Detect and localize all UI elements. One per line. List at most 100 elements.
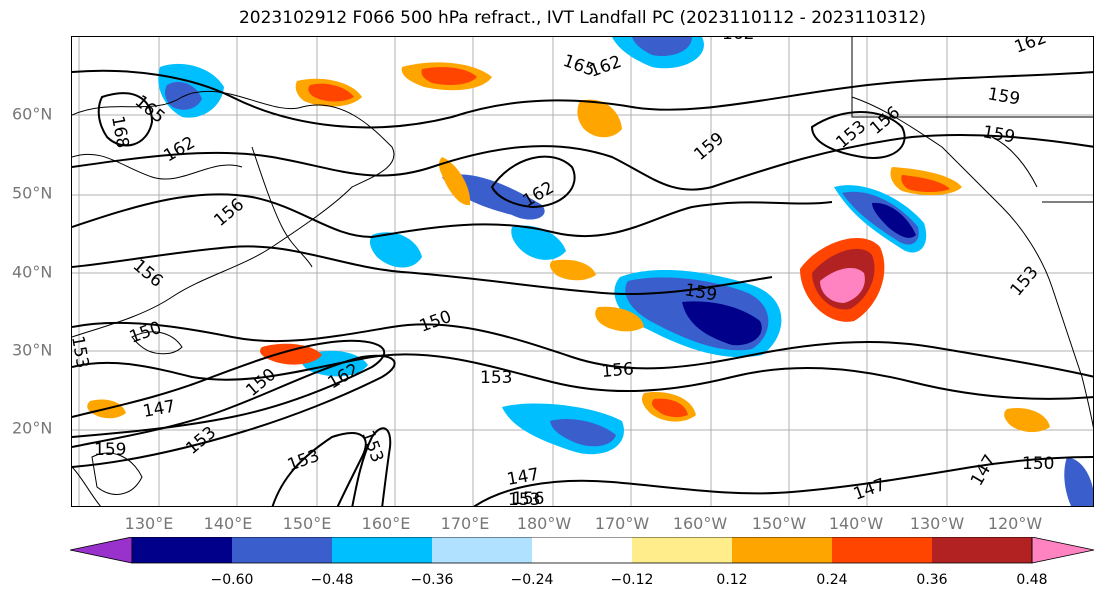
positive-anomaly-region [308, 83, 354, 102]
longitude-label: 170°W [594, 514, 650, 533]
contour-label: 153 [1007, 262, 1043, 300]
positive-anomaly-region [421, 67, 477, 85]
colorbar-segment [832, 537, 932, 563]
colorbar-tick-label: 0.24 [816, 572, 848, 588]
latitude-label: 20°N [12, 418, 53, 438]
positive-anomaly-region [260, 343, 322, 365]
latitude-label: 50°N [12, 183, 53, 203]
colorbar-segment [932, 537, 1032, 563]
contour-label: 153 [508, 490, 540, 507]
negative-anomaly-region [872, 202, 916, 238]
contour-label: 156 [601, 359, 635, 382]
negative-anomaly-region [442, 174, 545, 220]
colorbar-segment [232, 537, 332, 563]
positive-anomaly-region [901, 175, 950, 192]
longitude-label: 160°E [361, 514, 411, 533]
contour-label: 150 [242, 365, 280, 401]
colorbar-extend-min [70, 537, 133, 564]
colorbar-extend-max [1031, 537, 1095, 564]
contour-label: 156 [129, 256, 167, 292]
colorbar-tick-label: 0.36 [916, 572, 948, 588]
negative-anomaly-region [369, 232, 422, 268]
colorbar-tick-label: −0.24 [510, 572, 554, 588]
positive-anomaly-region [577, 99, 622, 138]
colorbar-segment [432, 537, 532, 563]
contour-line [72, 69, 1093, 129]
latitude-label: 40°N [12, 262, 53, 282]
chart-title: 2023102912 F066 500 hPa refract., IVT La… [238, 8, 926, 28]
contour-line [72, 354, 396, 468]
colorbar-segment [332, 537, 432, 563]
longitude-label: 130°W [909, 514, 965, 533]
coastlines [72, 37, 1093, 506]
longitude-label: 140°W [828, 514, 884, 533]
contour-label: 162 [1012, 37, 1049, 58]
negative-anomaly-region [632, 37, 692, 57]
latitude-label: 30°N [12, 340, 53, 360]
colorbar-frame [131, 537, 1033, 564]
contour-label: 153 [480, 368, 512, 388]
contour-line [473, 456, 1093, 506]
positive-anomaly-region [820, 267, 865, 303]
longitude-label: 180°W [516, 514, 572, 533]
colorbar-tick-label: −0.12 [610, 572, 654, 588]
contour-label: 156 [210, 195, 248, 231]
longitude-label: 140°E [203, 514, 253, 533]
contour-label: 159 [690, 129, 728, 165]
negative-anomaly-region [550, 418, 616, 447]
longitude-label: 150°E [282, 514, 332, 533]
contour-line [810, 111, 906, 159]
contour-label: 162 [161, 133, 199, 167]
longitude-label: 150°W [751, 514, 807, 533]
contour-label: 150 [1022, 454, 1054, 474]
colorbar-segment [132, 537, 232, 563]
contour-label: 159 [986, 84, 1021, 109]
positive-anomaly-region [549, 259, 596, 281]
contour-line [490, 155, 576, 209]
contour-label: 156 [512, 489, 544, 507]
colorbar-segment [732, 537, 832, 563]
contour-line [271, 432, 367, 506]
contour-label: 153 [72, 334, 92, 369]
colorbar-tick-label: −0.48 [310, 572, 354, 588]
contour-label: 168 [107, 114, 132, 149]
positive-anomaly-region [439, 157, 471, 206]
contour-line [72, 353, 1093, 400]
contour-label: 162 [722, 37, 754, 44]
contour-line [72, 245, 773, 296]
colorbar-segment [532, 537, 632, 563]
contour-label: 153 [832, 117, 870, 153]
map-panel: 165 168 162 156 156 153 150 147 159 153 150 153 153 1… [71, 36, 1094, 507]
colorbar-segment [632, 537, 732, 563]
negative-anomaly-region [1064, 457, 1093, 506]
latitude-label: 60°N [12, 104, 53, 124]
positive-anomaly-region [651, 398, 688, 418]
contour-label: 147 [505, 465, 540, 490]
contour-label: 159 [94, 440, 126, 460]
contour-label: 153 [182, 423, 220, 459]
longitude-label: 170°E [440, 514, 490, 533]
contour-label: 150 [417, 307, 454, 337]
negative-anomaly-region [682, 301, 762, 346]
anomaly-fills [87, 37, 1093, 506]
contour-label: 147 [967, 451, 1001, 489]
positive-anomaly-region [595, 306, 644, 332]
colorbar-tick-label: 0.12 [716, 572, 748, 588]
negative-anomaly-region [511, 225, 566, 260]
colorbar-tick-label: −0.60 [210, 572, 254, 588]
contour-line [97, 92, 154, 147]
contour-line [72, 321, 1093, 378]
contour-label: 147 [141, 397, 176, 422]
contour-label: 162 [587, 52, 624, 82]
contour-line [72, 193, 833, 239]
contour-label: 159 [981, 122, 1016, 147]
height-contours [72, 69, 1093, 506]
contour-label: 147 [851, 475, 888, 505]
contour-label: 156 [866, 103, 904, 139]
longitude-label: 160°W [672, 514, 728, 533]
longitude-label: 120°W [987, 514, 1043, 533]
contour-line [72, 339, 386, 438]
contour-line [72, 134, 1093, 191]
colorbar-tick-label: −0.36 [410, 572, 454, 588]
